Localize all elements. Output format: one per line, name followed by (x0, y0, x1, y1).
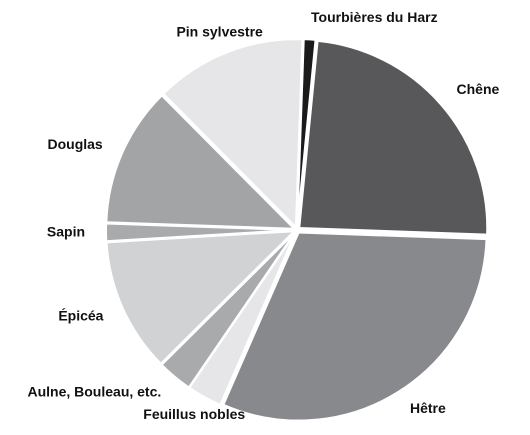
slice-label: Sapin (47, 223, 85, 239)
pie-slice (222, 231, 488, 422)
pie-slice (162, 38, 304, 230)
slice-label: Douglas (47, 136, 102, 152)
slice-label: Tourbières du Harz (311, 9, 438, 25)
slice-label: Pin sylvestre (176, 23, 263, 39)
slice-label: Hêtre (410, 400, 446, 416)
pie-slice (298, 39, 489, 236)
pie-slice (105, 93, 297, 230)
slice-label: Feuillus nobles (143, 406, 245, 422)
slice-label: Chêne (457, 81, 500, 97)
slice-label: Épicéa (58, 307, 103, 323)
pie-slice (105, 230, 297, 366)
pie-slice (105, 222, 295, 243)
pie-slice (160, 231, 296, 389)
slice-label: Aulne, Bouleau, etc. (27, 384, 161, 400)
pie-slice (296, 38, 317, 228)
